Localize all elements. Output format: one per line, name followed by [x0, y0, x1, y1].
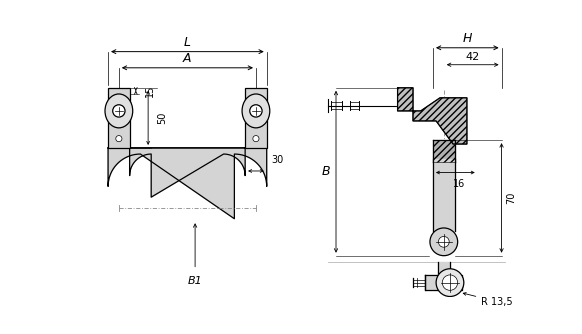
- Polygon shape: [398, 88, 467, 144]
- Circle shape: [442, 275, 457, 290]
- Circle shape: [250, 105, 262, 117]
- Circle shape: [253, 136, 259, 142]
- Polygon shape: [438, 262, 450, 276]
- Text: B1: B1: [188, 276, 203, 286]
- Text: H: H: [463, 32, 472, 45]
- Ellipse shape: [242, 94, 270, 128]
- Circle shape: [113, 105, 125, 117]
- Text: 50: 50: [157, 112, 168, 124]
- Circle shape: [430, 228, 457, 256]
- Text: B: B: [321, 165, 330, 178]
- Circle shape: [436, 269, 464, 297]
- Ellipse shape: [105, 94, 133, 128]
- Text: L: L: [184, 35, 191, 48]
- Text: 30: 30: [271, 155, 283, 165]
- FancyBboxPatch shape: [245, 88, 267, 148]
- Polygon shape: [425, 275, 462, 290]
- Text: 16: 16: [453, 179, 466, 189]
- Text: 42: 42: [466, 52, 480, 62]
- Polygon shape: [108, 148, 267, 219]
- Polygon shape: [433, 140, 455, 162]
- Circle shape: [116, 136, 122, 142]
- Circle shape: [438, 236, 449, 247]
- Text: 70: 70: [506, 192, 516, 204]
- Text: 15: 15: [145, 85, 155, 97]
- Polygon shape: [433, 159, 455, 231]
- Text: A: A: [183, 52, 191, 65]
- Text: R 13,5: R 13,5: [463, 293, 513, 307]
- FancyBboxPatch shape: [108, 88, 130, 148]
